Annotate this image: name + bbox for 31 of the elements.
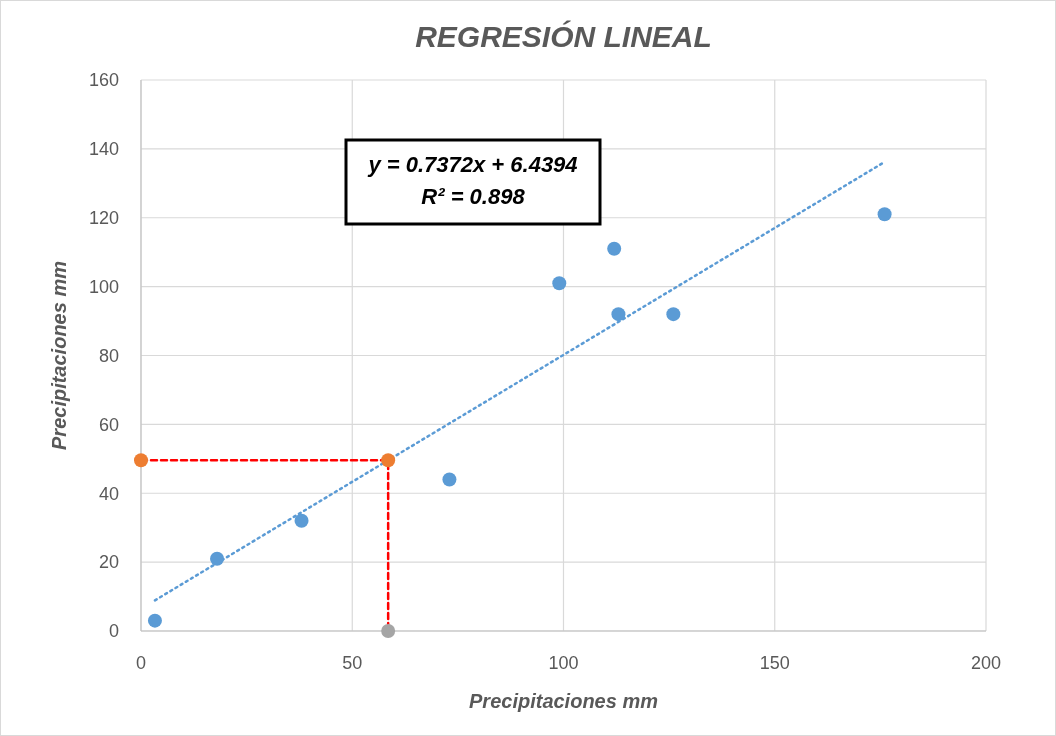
- annotation: R² = 0.898: [421, 184, 526, 209]
- y-tick-label: 40: [98, 483, 119, 504]
- y-axis-title: Precipitaciones mm: [48, 261, 70, 450]
- point: [552, 276, 567, 291]
- x-tick-label: 150: [759, 653, 790, 673]
- y-tick-label: 60: [98, 414, 119, 435]
- y-tick-label: 120: [88, 208, 119, 229]
- y-tick-label: 20: [98, 552, 119, 573]
- annotation: y = 0.7372x + 6.4394: [367, 152, 578, 177]
- x-tick-label: 100: [548, 653, 579, 673]
- y-tick-label: 140: [88, 139, 119, 160]
- point: [294, 513, 309, 528]
- x-tick-label: 200: [970, 653, 1002, 673]
- point: [381, 624, 396, 638]
- point: [210, 551, 225, 566]
- point: [147, 613, 162, 628]
- point: [134, 453, 148, 468]
- y-tick-label: 0: [108, 621, 119, 642]
- x-tick-label: 0: [135, 653, 147, 673]
- x-axis-title: Precipitaciones mm: [469, 690, 658, 712]
- y-tick-label: 100: [88, 276, 119, 297]
- point: [611, 307, 626, 322]
- y-tick-label: 160: [88, 70, 119, 91]
- point: [442, 472, 457, 487]
- x-tick-label: 50: [342, 653, 363, 673]
- y-tick-label: 80: [98, 345, 119, 366]
- point: [877, 207, 892, 222]
- chart-title: REGRESIÓN LINEAL: [415, 20, 712, 53]
- point: [666, 307, 681, 322]
- point: [607, 241, 622, 256]
- point: [381, 453, 396, 468]
